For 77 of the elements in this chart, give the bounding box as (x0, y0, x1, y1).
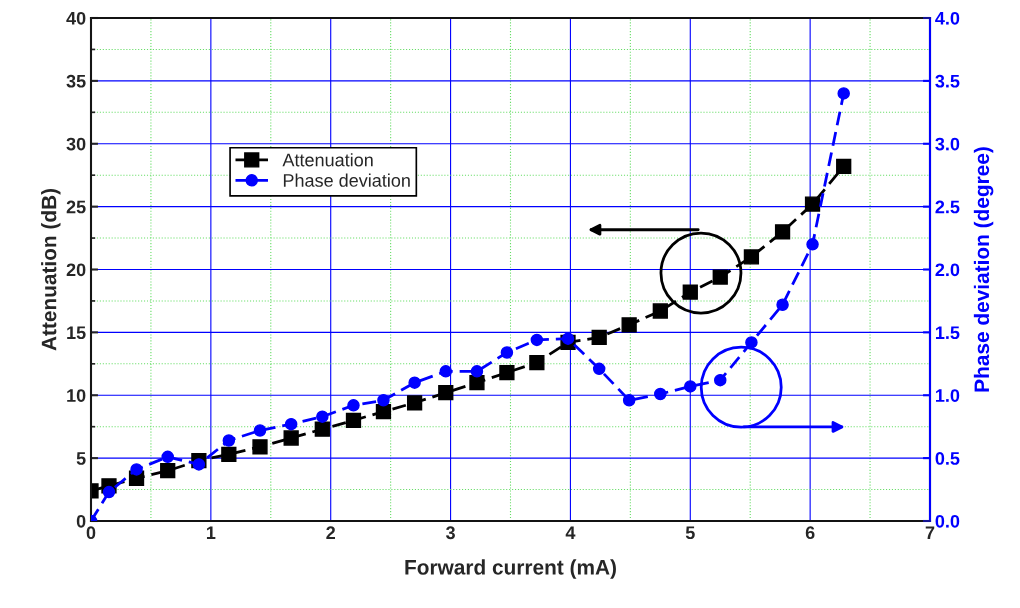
y2-tick-label: 3.5 (935, 74, 960, 88)
point (654, 387, 667, 401)
point (375, 403, 392, 420)
y2-tick-label: 0.0 (935, 514, 960, 528)
point (622, 394, 636, 407)
y-axis-title: Attenuation (dB) (41, 188, 61, 351)
point (161, 450, 174, 464)
x-tick-label: 5 (685, 526, 695, 540)
y-tick-label: 10 (67, 389, 86, 402)
point (743, 249, 760, 265)
point (837, 87, 850, 100)
point (469, 375, 485, 391)
point (561, 332, 575, 345)
point (836, 158, 852, 175)
point (102, 485, 116, 499)
point (684, 380, 697, 393)
x-tick-label: 7 (925, 526, 935, 539)
point (377, 394, 390, 407)
y2-tick-label: 2.5 (935, 200, 960, 214)
point (774, 224, 791, 240)
y-tick-label: 35 (66, 74, 86, 88)
point (192, 458, 206, 471)
point (284, 417, 298, 431)
point (470, 365, 484, 378)
legend-label: Attenuation (282, 153, 373, 167)
point (806, 238, 819, 251)
point (316, 410, 329, 423)
y2-tick-label: 1.5 (936, 326, 960, 340)
y2-tick-label: 0.5 (935, 452, 960, 465)
x-tick-label: 3 (445, 526, 455, 540)
point (253, 424, 267, 437)
y2-tick-label: 3.0 (935, 137, 960, 151)
point (745, 336, 758, 349)
x-tick-label: 0 (86, 526, 96, 540)
point (713, 373, 727, 387)
point (592, 362, 606, 376)
point (804, 196, 821, 212)
point (500, 346, 514, 359)
x-tick-label: 6 (805, 526, 815, 540)
point (222, 434, 236, 447)
point (621, 317, 637, 333)
point (314, 421, 330, 437)
y-tick-label: 15 (67, 326, 86, 340)
point (345, 412, 362, 429)
y-tick-label: 30 (66, 137, 86, 151)
y-tick-label: 20 (66, 263, 86, 277)
point (283, 430, 299, 446)
point (712, 269, 728, 285)
y2-tick-label: 2.0 (935, 263, 960, 277)
point (160, 463, 176, 479)
legend-label: Phase deviation (283, 173, 410, 187)
point (529, 354, 545, 371)
point (591, 329, 607, 346)
point (776, 298, 789, 311)
y2-tick-label: 1.0 (936, 389, 960, 402)
y-tick-label: 0 (76, 514, 86, 528)
point (408, 376, 421, 389)
x-tick-label: 1 (206, 526, 216, 539)
point (652, 303, 668, 319)
point (438, 385, 454, 401)
y2-axis-title: Phase deviation (degree) (973, 147, 994, 392)
y-tick-label: 5 (76, 452, 86, 465)
x-tick-label: 4 (565, 526, 576, 539)
x-tick-label: 2 (326, 526, 336, 539)
point (406, 395, 423, 411)
point (499, 364, 515, 381)
point (347, 399, 360, 412)
point (221, 446, 237, 462)
point (682, 284, 698, 300)
x-axis-title: Forward current (mA) (405, 559, 616, 579)
y2-tick-label: 4.0 (935, 11, 960, 25)
point (130, 463, 143, 476)
y-tick-label: 40 (66, 11, 86, 25)
point (252, 439, 268, 455)
y-tick-label: 25 (66, 200, 86, 214)
point (439, 365, 453, 378)
point (530, 333, 544, 347)
